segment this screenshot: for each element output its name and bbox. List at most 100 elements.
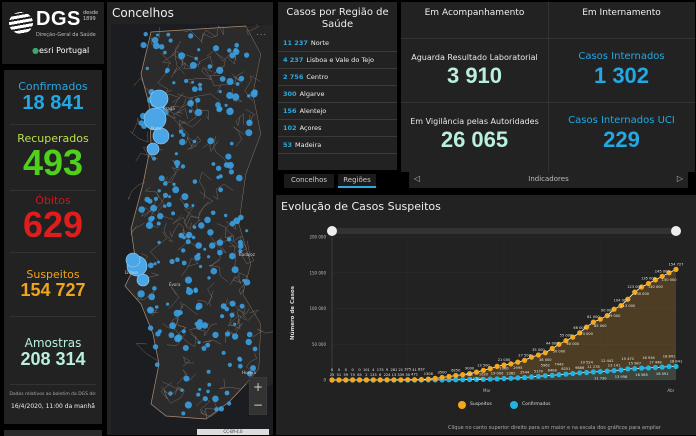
case-bubble	[191, 204, 195, 207]
point-suspeitos	[604, 313, 610, 319]
region-row[interactable]: 11 237 Norte	[278, 35, 397, 52]
case-bubble	[154, 305, 159, 309]
point-suspeitos	[432, 375, 438, 381]
municipality-border	[198, 191, 214, 216]
case-bubble	[182, 345, 189, 351]
municipality-border	[206, 45, 239, 62]
zoom-scrollbar-left-handle[interactable]	[327, 226, 337, 236]
map-label-lisboa: Lisboa	[125, 270, 138, 275]
point-confirmados	[508, 375, 514, 381]
legend-label: Confirmados	[522, 402, 551, 407]
point-suspeitos	[673, 266, 679, 272]
case-bubble	[150, 215, 155, 221]
legend-suspeitos[interactable]: Suspeitos	[458, 401, 492, 409]
point-suspeitos	[377, 377, 383, 383]
case-bubble	[207, 229, 214, 236]
case-bubble	[227, 362, 232, 367]
data-label: 81 000	[587, 315, 600, 319]
region-row[interactable]: 2 756 Centro	[278, 69, 397, 86]
municipality-border	[203, 140, 219, 152]
map-label-evora: Évora	[169, 282, 181, 287]
prev-arrow-icon[interactable]: ◁	[414, 174, 421, 183]
data-label: 0	[351, 368, 354, 372]
map-canvas[interactable]: Braga Porto Lisboa Évora Badajoz Huelva	[111, 24, 273, 435]
more-options-button[interactable]: ...	[256, 28, 267, 37]
tab-regioes[interactable]: Regiões	[338, 174, 376, 188]
case-bubble-large	[143, 107, 167, 131]
zoom-scrollbar-right-handle[interactable]	[671, 226, 681, 236]
municipality-border	[176, 369, 196, 385]
case-bubble	[211, 162, 216, 166]
municipality-border	[216, 24, 224, 36]
case-bubble	[169, 322, 176, 330]
case-bubble	[193, 288, 198, 294]
zoom-out-button[interactable]: −	[252, 398, 264, 412]
region-row[interactable]: 156 Alentejo	[278, 103, 397, 120]
case-bubble	[181, 329, 186, 334]
point-suspeitos	[425, 376, 431, 382]
case-bubble	[194, 254, 201, 261]
region-count: 53	[283, 141, 293, 149]
data-label: 471	[411, 373, 418, 377]
municipality-border	[199, 171, 212, 199]
bulletin-date: 16/4/2020, 11:00 da manhã	[11, 403, 95, 410]
point-suspeitos	[398, 377, 404, 383]
region-row[interactable]: 102 Açores	[278, 120, 397, 137]
case-bubble	[178, 52, 186, 60]
municipality-border	[235, 113, 244, 127]
bulletin-note: Dados relativos ao boletim da DGS de: 16…	[4, 392, 102, 411]
divider	[401, 102, 695, 103]
tab-concelhos[interactable]: Concelhos	[284, 174, 334, 188]
case-bubble	[201, 346, 207, 351]
region-count: 2 756	[283, 73, 304, 81]
data-label: 2995	[513, 366, 522, 370]
case-bubble	[205, 342, 211, 348]
legend-dot-suspeitos	[458, 401, 466, 409]
region-row[interactable]: 53 Madeira	[278, 137, 397, 154]
case-bubble	[218, 187, 223, 193]
case-bubble	[168, 391, 173, 396]
point-confirmados	[666, 363, 672, 370]
case-bubble	[192, 225, 197, 229]
municipality-border	[182, 356, 195, 367]
case-bubble	[229, 312, 235, 318]
zoom-scrollbar-track[interactable]	[332, 228, 677, 234]
region-row[interactable]: 300 Algarve	[278, 86, 397, 103]
point-confirmados	[639, 365, 645, 371]
point-suspeitos	[535, 352, 541, 358]
case-bubble	[204, 216, 211, 224]
case-bubble	[207, 64, 213, 69]
case-bubble	[207, 276, 211, 280]
case-bubble-large	[125, 252, 141, 268]
zoom-in-button[interactable]: +	[252, 380, 264, 394]
point-confirmados	[528, 374, 535, 380]
indicator-value: 26 065	[440, 127, 509, 152]
stat-label: Recuperados	[17, 132, 89, 145]
case-bubble	[214, 407, 219, 412]
point-confirmados	[522, 374, 528, 381]
spain-landmass	[239, 24, 273, 394]
legend-confirmados[interactable]: Confirmados	[510, 401, 550, 409]
case-bubble	[197, 82, 203, 87]
municipality-border	[232, 88, 243, 102]
data-label: 27 500	[518, 353, 531, 357]
indicator-casos-uci: Casos Internados UCI 229	[548, 114, 695, 152]
point-confirmados	[542, 373, 548, 379]
region-row[interactable]: 4 237 Lisboa e Vale do Tejo	[278, 52, 397, 69]
municipality-border	[129, 130, 149, 143]
logo-subtitle: Direção-Geral da Saúde	[36, 32, 96, 38]
municipality-border	[169, 222, 185, 238]
concelhos-map[interactable]: Braga Porto Lisboa Évora Badajoz Huelva …	[111, 24, 273, 435]
data-label: 50 000	[553, 349, 566, 353]
data-label: 8251	[561, 367, 570, 371]
data-label: 21 000	[498, 358, 511, 362]
map-attribution[interactable]: CC-BY-4.0	[197, 429, 269, 435]
municipality-border	[195, 397, 211, 416]
municipality-border	[201, 67, 213, 80]
logo-since: desde 1899	[83, 10, 99, 22]
case-bubble	[163, 50, 167, 55]
case-bubble	[188, 33, 194, 39]
next-arrow-icon[interactable]: ▷	[676, 174, 683, 183]
municipality-border	[133, 77, 154, 95]
